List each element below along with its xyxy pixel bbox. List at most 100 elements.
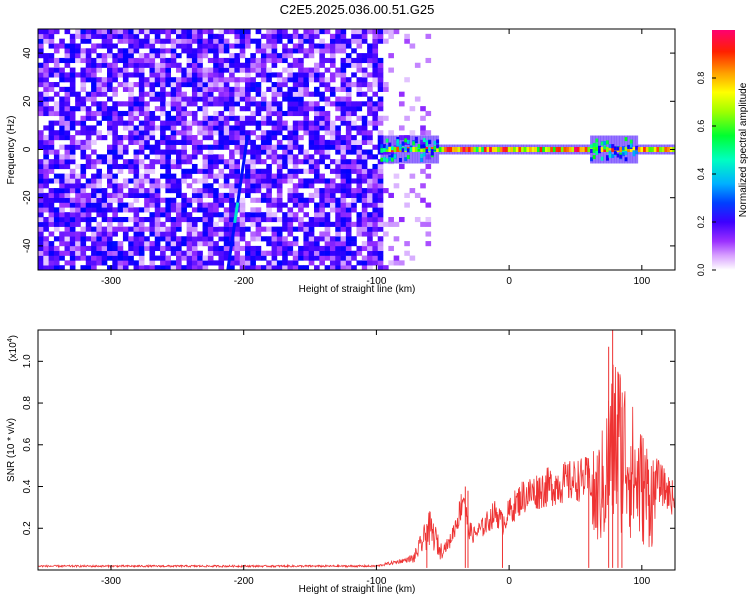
noise-cell [260, 216, 267, 223]
noise-cell [101, 241, 108, 247]
noise-cell [404, 241, 410, 247]
noise-cell [38, 207, 44, 213]
noise-cell [107, 197, 113, 203]
noise-cell [202, 125, 209, 131]
noise-cell [144, 101, 150, 107]
noise-cell [85, 139, 92, 145]
noise-cell [122, 72, 129, 78]
noise-cell [186, 101, 193, 107]
noise-cell [425, 216, 432, 223]
carrier-cell [515, 147, 519, 152]
noise-cell [107, 178, 113, 184]
noise-cell [345, 144, 352, 150]
noise-cell [276, 231, 283, 237]
noise-cell [112, 255, 118, 261]
noise-cell [223, 91, 230, 97]
noise-cell [223, 106, 230, 112]
noise-cell [128, 125, 134, 131]
noise-cell [69, 188, 76, 194]
noise-cell [154, 38, 161, 44]
noise-cell [176, 265, 182, 270]
noise-cell [69, 48, 76, 54]
noise-cell [367, 212, 373, 218]
noise-cell [85, 96, 92, 102]
noise-cell [314, 48, 320, 54]
noise-cell [298, 135, 304, 141]
noise-cell [165, 110, 172, 117]
noise-cell [298, 144, 304, 150]
noise-cell [117, 250, 124, 256]
noise-cell [91, 202, 97, 208]
noise-cell [149, 115, 156, 121]
noise-cell [276, 144, 283, 150]
noise-cell [361, 38, 368, 44]
noise-cell [38, 38, 44, 44]
noise-cell [170, 202, 177, 208]
noise-cell [367, 236, 373, 242]
noise-cell [122, 62, 129, 68]
noise-cell [298, 202, 304, 208]
noise-cell [202, 154, 209, 160]
noise-cell [335, 135, 341, 141]
noise-cell [207, 154, 214, 160]
noise-cell [420, 183, 426, 189]
noise-cell [239, 86, 246, 92]
noise-cell [319, 231, 325, 237]
noise-cell [181, 130, 187, 136]
carrier-cell [584, 147, 588, 152]
noise-cell [128, 86, 134, 92]
carrier-cell [611, 147, 615, 152]
noise-cell [255, 120, 262, 126]
noise-cell [351, 163, 357, 170]
noise-cell [154, 96, 161, 102]
noise-cell [96, 110, 102, 117]
noise-cell [367, 188, 373, 194]
noise-cell [234, 120, 241, 126]
noise-cell [80, 154, 87, 160]
noise-cell [202, 236, 209, 242]
noise-cell [160, 53, 166, 59]
carrier-cell [568, 147, 572, 152]
noise-cell [234, 163, 241, 170]
noise-cell [138, 188, 145, 194]
noise-cell [122, 207, 129, 213]
carrier-cell [563, 147, 567, 152]
noise-cell [213, 96, 219, 102]
noise-cell [80, 265, 87, 270]
noise-cell [245, 38, 251, 44]
noise-cell [75, 245, 81, 252]
noise-cell [91, 57, 97, 64]
noise-cell [229, 265, 235, 270]
carrier-cell [542, 147, 546, 152]
noise-cell [329, 33, 336, 39]
noise-cell [377, 221, 384, 227]
noise-cell [197, 231, 203, 237]
noise-cell [170, 29, 177, 35]
noise-cell [340, 101, 347, 107]
noise-cell [133, 57, 140, 64]
noise-cell [414, 192, 421, 198]
noise-cell [207, 135, 214, 141]
carrier-cell [438, 147, 442, 152]
noise-cell [213, 57, 219, 64]
noise-cell [319, 139, 325, 145]
noise-cell [340, 139, 347, 145]
noise-cell [122, 192, 129, 198]
noise-cell [372, 48, 379, 54]
noise-cell [356, 183, 363, 189]
noise-cell [372, 67, 379, 73]
noise-cell [308, 236, 315, 242]
noise-cell [43, 91, 49, 97]
noise-cell [345, 255, 352, 261]
noise-cell [38, 67, 44, 73]
noise-cell [176, 183, 182, 189]
noise-cell [48, 168, 55, 174]
noise-cell [59, 106, 65, 112]
noise-cell [75, 57, 81, 64]
noise-cell [122, 135, 129, 141]
noise-cell [144, 216, 150, 223]
noise-cell [149, 72, 156, 78]
noise-cell [356, 250, 363, 256]
noise-cell [308, 226, 315, 232]
